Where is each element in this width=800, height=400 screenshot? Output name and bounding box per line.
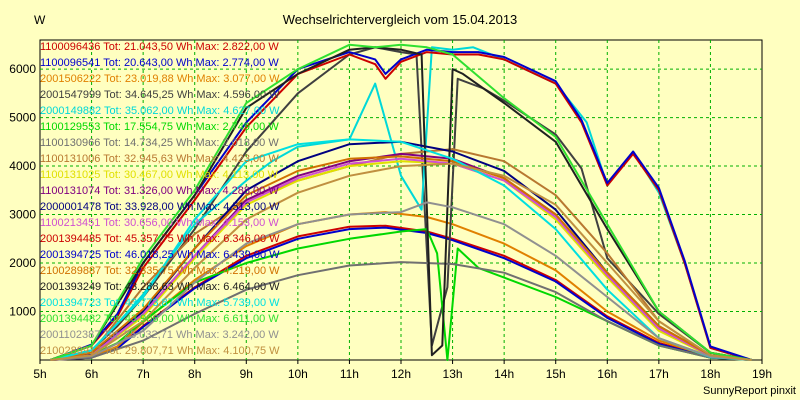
y-tick-label: 3000 [9,208,36,222]
legend-entry: 1100130966 Tot: 14.734,25 Wh Max: 2.018,… [40,137,279,149]
series-line-7 [50,261,752,361]
legend-entry: 1100131025 Tot: 30.467,00 Wh Max: 4.113,… [40,169,279,181]
legend-entry: 2100289887 Tot: 32.335,75 Wh Max: 4.219,… [40,265,280,277]
legend-entry: 1100131074 Tot: 31.326,00 Wh Max: 4.288,… [40,185,279,197]
legend-entry: 2000149882 Tot: 35.062,00 Wh Max: 4.627,… [40,105,280,117]
legend-entry: 2001547999 Tot: 34.645,25 Wh Max: 4.596,… [40,89,280,101]
series-line-13 [49,51,752,361]
y-tick-label: 5000 [9,111,36,125]
legend-entry: 1100096436 Tot: 21.043,50 Wh Max: 2.822,… [40,41,279,53]
legend: 1100096436 Tot: 21.043,50 Wh Max: 2.822,… [40,41,280,357]
legend-entry: 2001394485 Tot: 45.357,75 Wh Max: 6.346,… [40,233,280,245]
x-tick-label: 10h [288,367,308,381]
x-tick-label: 16h [597,367,617,381]
x-tick-label: 11h [340,367,359,381]
x-tick-label: 18h [700,367,720,381]
y-tick-label: 1000 [9,305,36,319]
x-tick-label: 6h [85,367,98,381]
x-axis: 5h 6h 7h 8h 9h 10h 11h 12h 13h 14h 15h 16h 17h 18h 19h [33,360,772,381]
legend-entry: 2100289917 Tot: 29.807,71 Wh Max: 4.100,… [40,345,280,357]
x-tick-label: 7h [136,367,149,381]
series-line-20 [50,162,752,361]
y-tick-label: 4000 [9,159,36,173]
series-line-8 [50,148,752,361]
x-tick-label: 8h [188,367,201,381]
series-line-9 [50,160,752,361]
legend-entry: 2001394482 Tot: 43.906,00 Wh Max: 6.611,… [40,313,279,325]
legend-entry: 2000001478 Tot: 33.928,00 Wh Max: 4.513,… [40,201,280,213]
legend-entry: 2001394725 Tot: 46.018,25 Wh Max: 6.439,… [40,249,280,261]
series-line-17 [50,138,752,361]
series-line-19 [50,201,752,361]
legend-entry: 2001393249 Tot: 43.288,63 Wh Max: 6.464,… [40,281,280,293]
x-tick-label: 9h [240,367,253,381]
x-tick-label: 15h [546,367,566,381]
x-tick-label: 13h [443,367,463,381]
series-layer [49,43,753,361]
series-line-12 [50,157,752,361]
y-tick-label: 2000 [9,256,36,270]
x-tick-label: 17h [649,367,669,381]
y-axis: 1000 2000 3000 4000 5000 6000 [9,62,36,318]
x-tick-label: 19h [752,367,772,381]
x-tick-label: 12h [391,367,411,381]
legend-entry: 2001506222 Tot: 23.019,88 Wh Max: 3.077,… [40,73,280,85]
y-axis-label: W [34,13,46,27]
series-line-16 [49,46,752,361]
series-line-18 [49,43,752,361]
x-tick-label: 5h [33,367,46,381]
legend-entry: 1100131006 Tot: 32.945,63 Wh Max: 4.423,… [40,153,279,165]
footer-credit: SunnyReport pinxit [703,385,796,397]
series-line-15 [50,155,752,361]
chart-title: Wechselrichtervergleich vom 15.04.2013 [283,12,518,27]
legend-entry: 1100096541 Tot: 20.643,00 Wh Max: 2.774,… [40,57,279,69]
legend-entry: 2001102387 Tot: 25.032,71 Wh Max: 3.242,… [40,329,279,341]
x-tick-label: 14h [494,367,514,381]
legend-entry: 1100213451 Tot: 30.656,00 Wh Max: 4.153,… [40,217,279,229]
legend-entry: 1100129553 Tot: 17.554,75 Wh Max: 2.749,… [40,121,279,133]
y-tick-label: 6000 [9,62,36,76]
legend-entry: 2001394723 Tot: 43.773,87 Wh Max: 5.739,… [40,297,280,309]
series-line-4 [50,46,752,361]
